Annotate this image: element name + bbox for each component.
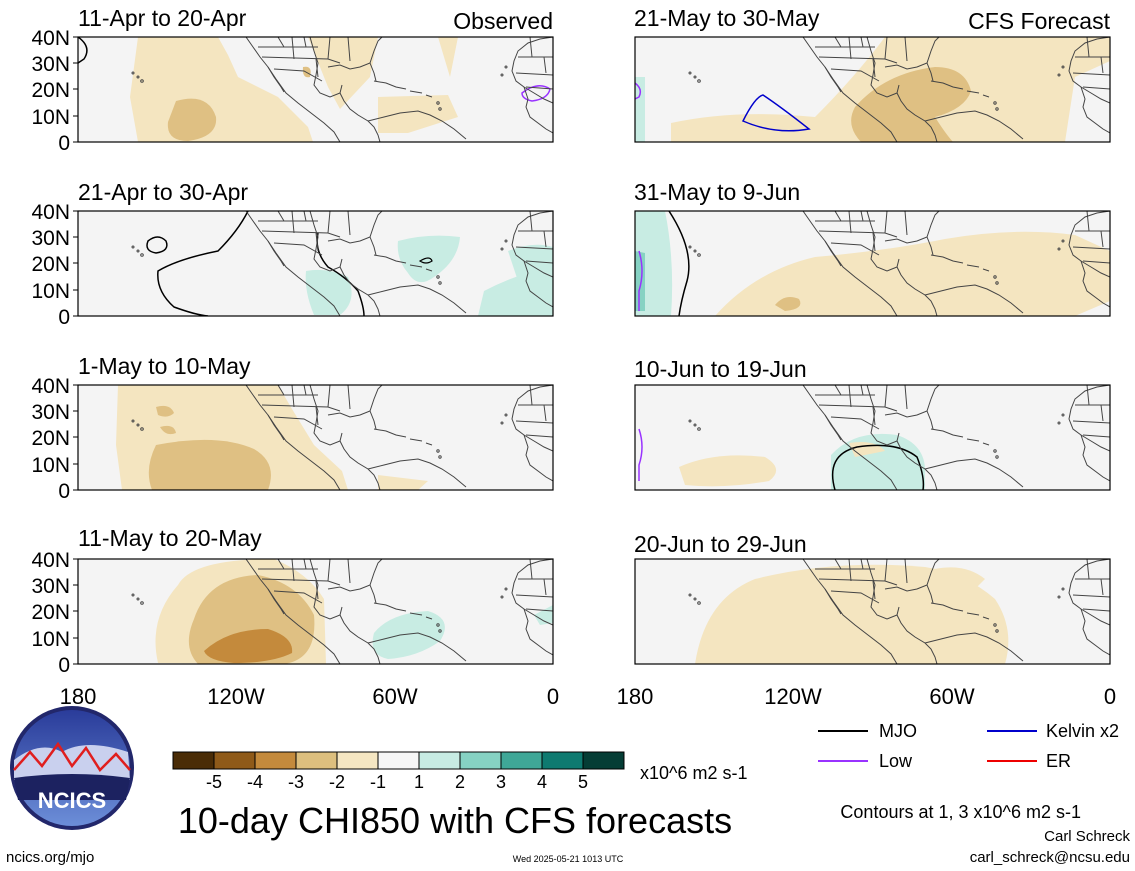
lat-label: 20N [31,601,70,624]
colorbar-label: -5 [206,772,222,792]
legend-label-mjo: MJO [879,721,917,741]
colorbar: -5 -4 -3 -2 -1 1 2 3 4 5 x10^6 m2 s-1 [172,751,748,792]
lat-label: 30N [31,575,70,598]
colorbar-units: x10^6 m2 s-1 [640,763,748,783]
contour-note: Contours at 1, 3 x10^6 m2 s-1 [840,802,1081,822]
lon-label: 60W [929,684,974,709]
colorbar-label: -3 [288,772,304,792]
timestamp: Wed 2025-05-21 1013 UTC [513,854,624,864]
lat-label: 40N [31,375,70,398]
lat-label: 40N [31,27,70,50]
lat-label: 20N [31,253,70,276]
author-name: Carl Schreck [1044,828,1130,845]
colorbar-swatch [295,751,338,770]
colorbar-label: 3 [496,772,506,792]
panel-title-fc4: 20-Jun to 29-Jun [634,531,807,557]
lat-label: 10N [31,628,70,651]
ncics-logo: NCICS [10,706,134,830]
author-email: carl_schreck@ncsu.edu [970,849,1130,866]
main-title: 10-day CHI850 with CFS forecasts [178,800,732,841]
colorbar-label: 1 [414,772,424,792]
legend-label-er: ER [1046,751,1071,771]
colorbar-label: 4 [537,772,547,792]
panel-title-fc2: 31-May to 9-Jun [634,179,800,205]
lat-label: 0 [58,132,70,155]
lat-label: 10N [31,454,70,477]
lat-label: 0 [58,306,70,329]
legend-label-low: Low [879,751,913,771]
lat-label: 0 [58,480,70,503]
colorbar-swatch [254,751,297,770]
map-panel-fc2 [634,210,1111,317]
map-panel-obs4 [77,558,554,665]
lat-label: 20N [31,427,70,450]
lat-label: 40N [31,549,70,572]
colorbar-swatch [172,751,215,770]
map-panel-obs3 [77,384,554,491]
panel-title-obs1: 11-Apr to 20-Apr [78,5,247,31]
lat-axis-labels: 40N 30N 20N 10N 0 40N 30N 20N 10N 0 40N … [31,27,70,677]
colorbar-swatch [336,751,379,770]
map-panel-obs2 [77,210,554,317]
colorbar-swatch [500,751,543,770]
colorbar-label: -1 [370,772,386,792]
lat-label: 30N [31,401,70,424]
map-panel-fc1 [634,36,1111,143]
colorbar-swatch [418,751,461,770]
panel-title-fc3: 10-Jun to 19-Jun [634,356,807,382]
lon-label: 180 [617,684,654,709]
lat-ticks [73,36,78,665]
lon-label: 180 [60,684,97,709]
lon-label: 120W [764,684,822,709]
map-panel-obs1 [77,36,554,143]
logo-text: NCICS [38,788,106,813]
site-url: ncics.org/mjo [6,849,94,866]
colorbar-label: 5 [578,772,588,792]
colorbar-swatch [541,751,584,770]
legend-label-kelvin: Kelvin x2 [1046,721,1119,741]
map-panel-fc3 [634,384,1111,491]
colorbar-swatch [377,751,420,770]
colorbar-swatch [213,751,256,770]
colorbar-label: -2 [329,772,345,792]
lon-label: 0 [547,684,559,709]
colorbar-label: 2 [455,772,465,792]
lat-label: 30N [31,53,70,76]
lat-label: 20N [31,79,70,102]
contour-legend: MJO Kelvin x2 Low ER [818,721,1119,771]
cfs-forecast-tag: CFS Forecast [968,8,1110,34]
lat-label: 10N [31,106,70,129]
lat-label: 0 [58,654,70,677]
panel-title-obs4: 11-May to 20-May [78,525,262,551]
lon-label: 120W [207,684,265,709]
panel-title-obs3: 1-May to 10-May [78,353,251,379]
lat-label: 30N [31,227,70,250]
lat-label: 40N [31,201,70,224]
panel-title-obs2: 21-Apr to 30-Apr [78,179,248,205]
observed-tag: Observed [453,8,553,34]
panel-title-fc1: 21-May to 30-May [634,5,820,31]
lon-label: 60W [372,684,417,709]
map-panel-fc4 [634,558,1111,665]
lon-label: 0 [1104,684,1116,709]
colorbar-swatch [582,751,625,770]
lat-label: 10N [31,280,70,303]
colorbar-label: -4 [247,772,263,792]
colorbar-swatch [459,751,502,770]
